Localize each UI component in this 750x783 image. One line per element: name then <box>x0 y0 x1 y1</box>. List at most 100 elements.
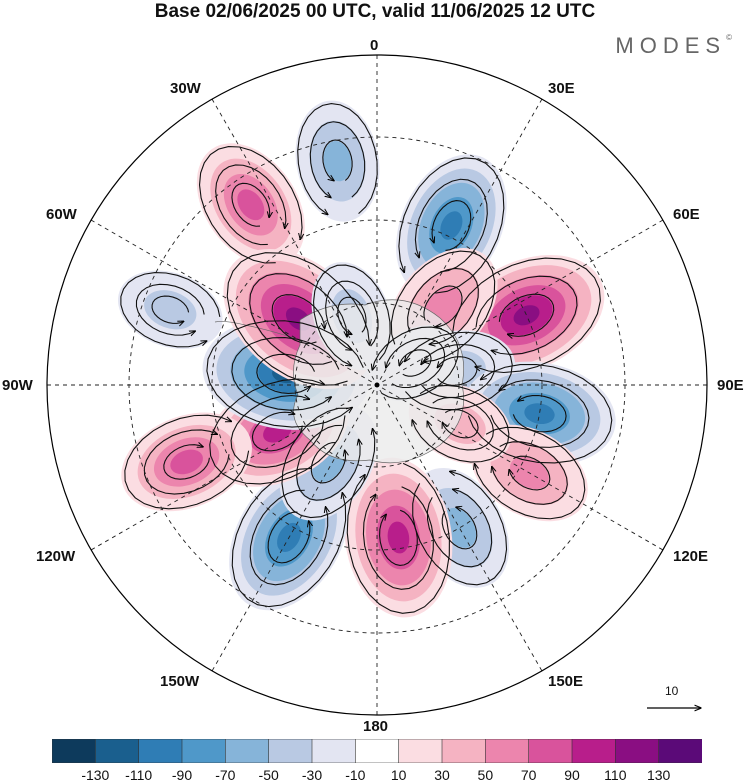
lon-label-90w: 90W <box>2 377 33 394</box>
streamline <box>460 426 586 520</box>
streamline <box>231 467 367 608</box>
streamline <box>452 257 601 374</box>
colorbar-swatch <box>485 739 530 763</box>
anomaly-contour <box>170 449 203 475</box>
anomaly-contour <box>323 140 352 182</box>
lon-label-120e: 120E <box>673 548 709 565</box>
streamline <box>198 146 322 264</box>
streamline <box>425 200 472 251</box>
map-title: Base 02/06/2025 00 UTC, valid 11/06/2025… <box>154 1 596 22</box>
streamline <box>209 378 346 485</box>
modes-logo: MODES© <box>615 33 732 59</box>
streamline <box>215 164 299 246</box>
streamline <box>309 121 366 203</box>
colorbar-swatch <box>52 739 97 763</box>
colorbar-tick-label: -50 <box>258 767 279 783</box>
colorbar <box>52 739 702 763</box>
streamline <box>504 455 551 491</box>
colorbar-swatch <box>268 739 313 763</box>
colorbar-swatch <box>311 739 357 763</box>
anomaly-contour <box>513 305 540 326</box>
colorbar-swatch <box>181 739 227 763</box>
map-boundary <box>46 54 708 716</box>
lon-label-90e: 90E <box>717 377 744 394</box>
streamline <box>251 405 303 452</box>
streamline <box>231 336 340 411</box>
streamline <box>135 283 205 343</box>
anomaly-contour <box>387 521 410 554</box>
colorbar-tick-label: -10 <box>345 767 366 783</box>
map-disk <box>47 55 707 715</box>
streamline <box>120 272 221 348</box>
streamline <box>249 489 342 586</box>
streamline <box>310 442 352 484</box>
streamline <box>467 363 613 464</box>
lon-label-60w: 60W <box>46 206 77 223</box>
streamline <box>346 462 450 614</box>
reference-vector-value: 10 <box>665 684 679 698</box>
streamline <box>401 384 510 463</box>
anomaly-contour <box>237 189 265 221</box>
colorbar-swatch <box>615 739 660 763</box>
streamline <box>313 264 391 376</box>
streamline <box>490 379 590 448</box>
streamline <box>297 103 378 223</box>
streamline <box>230 382 325 468</box>
lon-label-60e: 60E <box>673 206 700 223</box>
streamline <box>322 139 353 184</box>
streamline <box>151 295 190 328</box>
streamline <box>267 511 318 564</box>
streamline <box>512 394 567 433</box>
colorbar-tick-label: 130 <box>646 767 671 783</box>
anomaly-centre <box>196 143 305 267</box>
colorbar-swatch <box>571 739 617 763</box>
colorbar-tick-label: 110 <box>604 767 627 783</box>
streamline <box>482 441 568 505</box>
streamline <box>206 320 364 428</box>
colorbar-swatch <box>355 739 400 763</box>
colorbar-tick-label: -30 <box>301 767 323 783</box>
colorbar-tick-label: 90 <box>564 767 580 783</box>
streamline <box>325 280 379 357</box>
colorbar-tick-label: -70 <box>215 767 236 783</box>
lon-label-30w: 30W <box>170 80 201 97</box>
streamline <box>441 502 478 550</box>
streamline <box>398 157 505 294</box>
streamline <box>163 439 210 480</box>
streamline <box>362 486 434 590</box>
streamline <box>378 337 446 389</box>
colorbar-tick-label: -130 <box>81 767 110 783</box>
streamline <box>256 353 315 394</box>
colorbar-swatch <box>225 739 270 763</box>
colorbar-swatch <box>95 739 140 763</box>
colorbar-swatch <box>398 739 443 763</box>
lon-label-0: 0 <box>370 37 379 54</box>
anomaly-contour <box>440 211 463 240</box>
colorbar-tick-label: -90 <box>171 767 193 783</box>
streamline <box>397 331 513 411</box>
streamline <box>475 275 578 369</box>
anomaly-contour <box>144 290 197 330</box>
colorbar-swatch <box>138 739 183 763</box>
south-pole-marker <box>374 382 380 388</box>
streamline <box>426 479 493 568</box>
colorbar-tick-label: 10 <box>390 767 407 783</box>
colorbar-swatch <box>441 739 487 763</box>
streamline <box>231 182 277 227</box>
streamline <box>337 296 367 338</box>
streamline <box>379 509 418 567</box>
streamline <box>423 285 463 334</box>
logo-text: MODES <box>615 33 727 58</box>
anomaly-centre <box>117 270 223 349</box>
streamline <box>407 267 479 356</box>
streamline <box>435 356 478 386</box>
reference-vector-arrow <box>647 698 705 718</box>
streamline <box>438 409 479 439</box>
streamline <box>271 294 333 344</box>
anomaly-contour <box>524 403 555 425</box>
streamline <box>143 419 230 495</box>
streamline <box>395 349 432 377</box>
wind-streamlines <box>120 103 613 614</box>
colorbar-swatch <box>528 739 573 763</box>
